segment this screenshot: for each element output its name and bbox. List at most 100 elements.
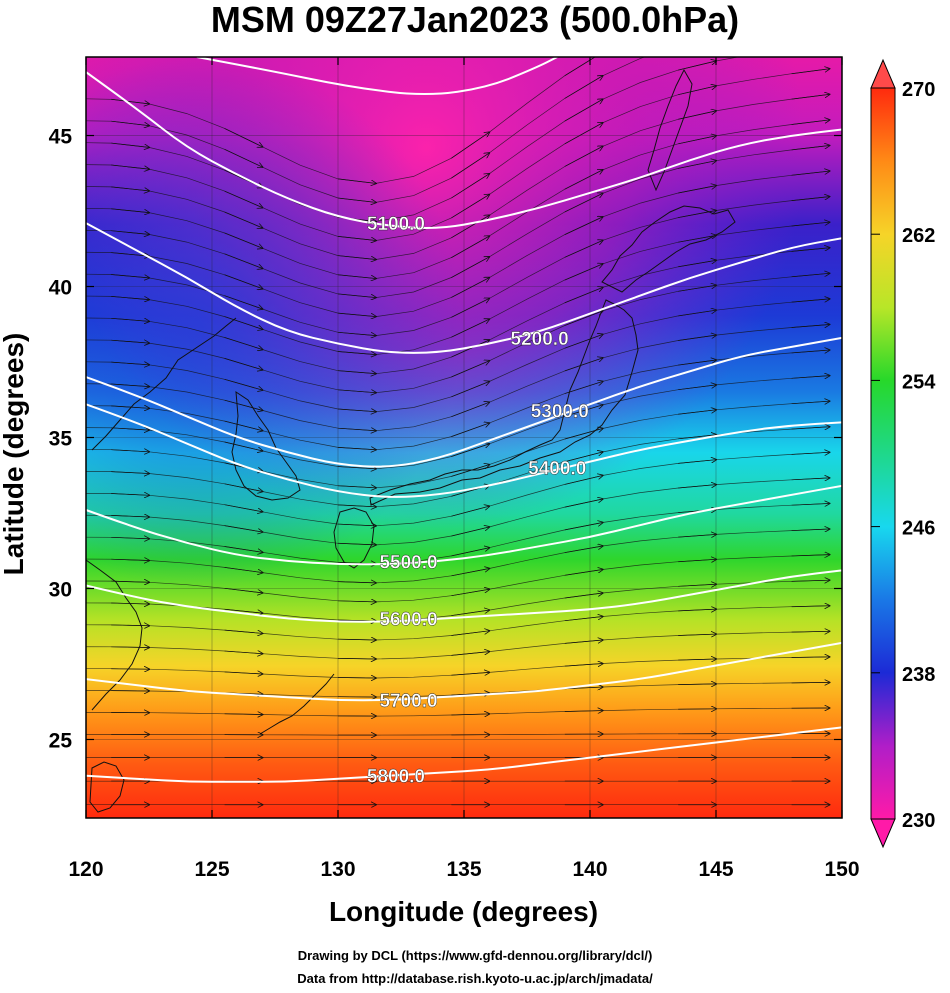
wind-arrow: [111, 274, 149, 277]
wind-arrow: [451, 257, 489, 278]
wind-arrow: [111, 559, 149, 560]
wind-arrow: [564, 452, 603, 463]
wind-arrow: [337, 409, 376, 412]
x-tick-label: 150: [824, 858, 859, 881]
wind-arrow: [791, 555, 830, 556]
wind-arrow: [224, 295, 263, 309]
colorbar-tick-label: 254: [902, 371, 936, 393]
wind-arrow: [678, 534, 716, 537]
wind-arrow: [791, 376, 830, 379]
x-tick-label: 145: [698, 858, 733, 881]
wind-arrow: [337, 351, 376, 354]
wind-arrow: [224, 337, 263, 349]
wind-arrow: [451, 714, 489, 715]
y-axis-label: Latitude (degrees): [0, 332, 29, 576]
wind-arrow: [564, 358, 603, 372]
wind-arrow: [451, 444, 489, 457]
contour-line: [86, 336, 842, 468]
wind-arrow: [791, 350, 830, 353]
wind-arrow: [224, 525, 263, 532]
wind-arrow: [224, 629, 263, 633]
wind-arrow: [224, 253, 263, 269]
credit-dcl: Drawing by DCL (https://www.gfd-dennou.o…: [297, 948, 653, 963]
wind-arrow: [791, 529, 830, 531]
wind-arrow: [224, 441, 263, 451]
wind-arrow: [791, 120, 830, 125]
wind-arrow: [337, 428, 376, 431]
wind-arrow: [451, 215, 489, 239]
wind-arrow: [791, 324, 830, 328]
wind-arrow: [111, 494, 149, 496]
x-tick-label: 135: [446, 858, 481, 881]
wind-arrow: [337, 255, 376, 260]
wind-arrow: [337, 658, 376, 659]
wind-arrow: [791, 478, 830, 480]
wind-arrow: [451, 631, 489, 636]
wind-arrow: [791, 197, 830, 201]
wind-arrow: [337, 543, 376, 545]
wind-arrow: [678, 161, 716, 169]
wind-arrow: [224, 483, 263, 492]
wind-arrow: [451, 153, 489, 179]
wind-arrow: [337, 331, 376, 335]
wind-arrow: [564, 170, 603, 190]
wind-arrow: [111, 406, 149, 408]
contour-line: [86, 403, 842, 498]
wind-arrow: [678, 260, 716, 268]
wind-arrow: [111, 340, 149, 343]
wind-arrow: [451, 465, 489, 477]
wind-arrow: [791, 171, 830, 176]
wind-arrow: [791, 657, 830, 658]
wind-arrow: [224, 378, 263, 390]
wind-arrow: [678, 186, 716, 194]
wind-arrow: [224, 211, 263, 228]
contour-line: [86, 484, 842, 566]
wind-arrow: [451, 195, 489, 219]
wind-arrow: [564, 99, 603, 122]
wind-arrow: [224, 149, 263, 167]
china-east-coast: [86, 559, 143, 711]
contour-label: 5200.0: [511, 329, 569, 350]
wind-arrow: [564, 123, 603, 145]
wind-arrow: [224, 504, 263, 512]
wind-arrow: [564, 287, 603, 304]
wind-arrow: [111, 581, 149, 582]
wind-arrow: [111, 537, 149, 538]
colorbar-tick-label: 262: [902, 225, 935, 247]
wind-arrow: [451, 236, 489, 258]
wind-arrow: [678, 485, 716, 489]
wind-arrow: [451, 589, 489, 597]
wind-arrow: [111, 669, 149, 670]
contour-label: 5100.0: [367, 214, 425, 235]
x-tick-label: 125: [194, 858, 229, 881]
wind-arrow: [451, 298, 489, 318]
wind-arrow: [564, 522, 603, 531]
wind-arrow: [337, 505, 376, 507]
contour-line: [86, 71, 842, 229]
wind-arrow: [564, 217, 603, 235]
contour-label: 5300.0: [531, 401, 589, 422]
wind-arrow: [564, 193, 603, 213]
wind-arrow: [337, 236, 376, 240]
wind-arrow: [564, 570, 603, 576]
wind-arrow: [224, 608, 263, 613]
wind-arrow: [678, 410, 716, 415]
wind-arrow: [224, 232, 263, 248]
wind-arrow: [564, 711, 603, 712]
colorbar-tick-label: 230: [902, 810, 935, 832]
wind-arrow: [564, 334, 603, 349]
wind-arrow: [564, 57, 603, 76]
contour-line: [86, 569, 842, 623]
wind-arrow: [451, 527, 489, 537]
wind-arrow: [337, 486, 376, 488]
wind-arrow: [564, 311, 603, 326]
wind-arrow: [791, 631, 830, 632]
japan-honshu-outline: [369, 299, 639, 506]
wind-arrow: [792, 43, 830, 48]
wind-arrow: [111, 625, 149, 626]
wind-arrow: [564, 664, 603, 667]
x-axis-ticks: 120 125 130 135 140 145 150: [68, 57, 860, 881]
wind-arrow: [451, 132, 489, 159]
wind-arrow: [337, 639, 376, 640]
wind-arrow: [678, 11, 716, 21]
